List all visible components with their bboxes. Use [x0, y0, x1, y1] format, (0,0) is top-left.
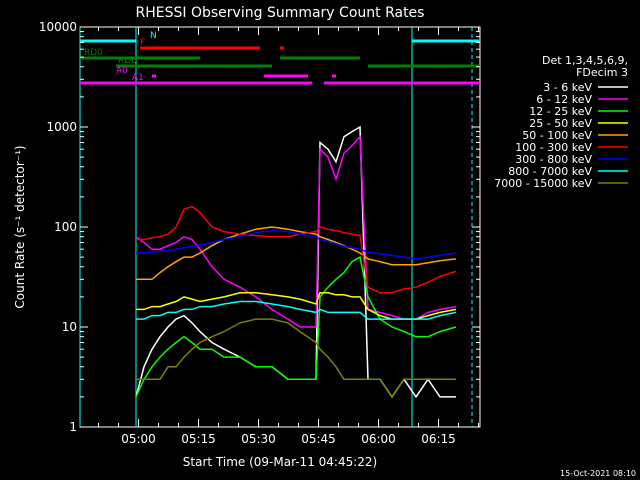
series-line-2: [135, 255, 457, 398]
legend-label-8: 7000 - 15000 keV: [494, 177, 592, 190]
x-tick-label: 06:15: [421, 432, 456, 446]
legend-label-5: 100 - 300 keV: [515, 141, 592, 154]
y-tick-label: 10000: [39, 20, 77, 34]
x-tick-label: 05:15: [181, 432, 216, 446]
legend-header-line-1: Det 1,3,4,5,6,9,: [542, 54, 628, 67]
series-line-6: [136, 229, 457, 260]
y-tick-label: 10: [62, 320, 77, 334]
x-tick-label: 05:45: [301, 432, 336, 446]
flag-label-f: F: [140, 38, 145, 48]
series-line-8: [136, 318, 456, 399]
y-tick-label: 1: [69, 420, 77, 434]
legend-label-4: 50 - 100 keV: [522, 129, 592, 142]
y-tick-label: 100: [54, 220, 77, 234]
x-tick-label: 05:30: [241, 432, 276, 446]
flag-label-a0: A0: [116, 66, 128, 76]
series-line-1: [135, 134, 457, 328]
x-tick-label: 06:00: [361, 432, 396, 446]
flag-label-rd0: RD0: [84, 48, 103, 58]
legend-label-1: 6 - 12 keV: [536, 93, 592, 106]
legend-header-line-2: FDecim 3: [576, 66, 628, 79]
chart-title: RHESSI Observing Summary Count Rates: [136, 5, 425, 21]
y-tick-label: 1000: [46, 120, 77, 134]
y-axis-title: Count Rate (s⁻¹ detector⁻¹): [13, 145, 27, 308]
legend-label-3: 25 - 50 keV: [529, 117, 592, 130]
x-axis-title: Start Time (09-Mar-11 04:45:22): [183, 455, 377, 469]
flag-label-rd6: RD6: [118, 56, 137, 66]
footer-timestamp: 15-Oct-2021 08:10: [560, 469, 636, 478]
legend-label-0: 3 - 6 keV: [543, 81, 592, 94]
series-line-7: [136, 300, 457, 320]
series-lines: [135, 125, 457, 399]
flag-label-a1: A1: [132, 73, 144, 83]
y-axis-ticks: 1 10 100 1000 10000: [39, 20, 480, 434]
legend-label-2: 12 - 25 keV: [529, 105, 592, 118]
series-line-4: [136, 226, 457, 281]
x-axis-ticks: 05:00 05:15 05:30 05:45 06:00 06:15: [98, 27, 480, 446]
legend-label-7: 800 - 7000 keV: [508, 165, 592, 178]
x-tick-label: 05:00: [121, 432, 156, 446]
legend-label-6: 300 - 800 keV: [515, 153, 592, 166]
flag-label-n: N: [150, 31, 157, 41]
